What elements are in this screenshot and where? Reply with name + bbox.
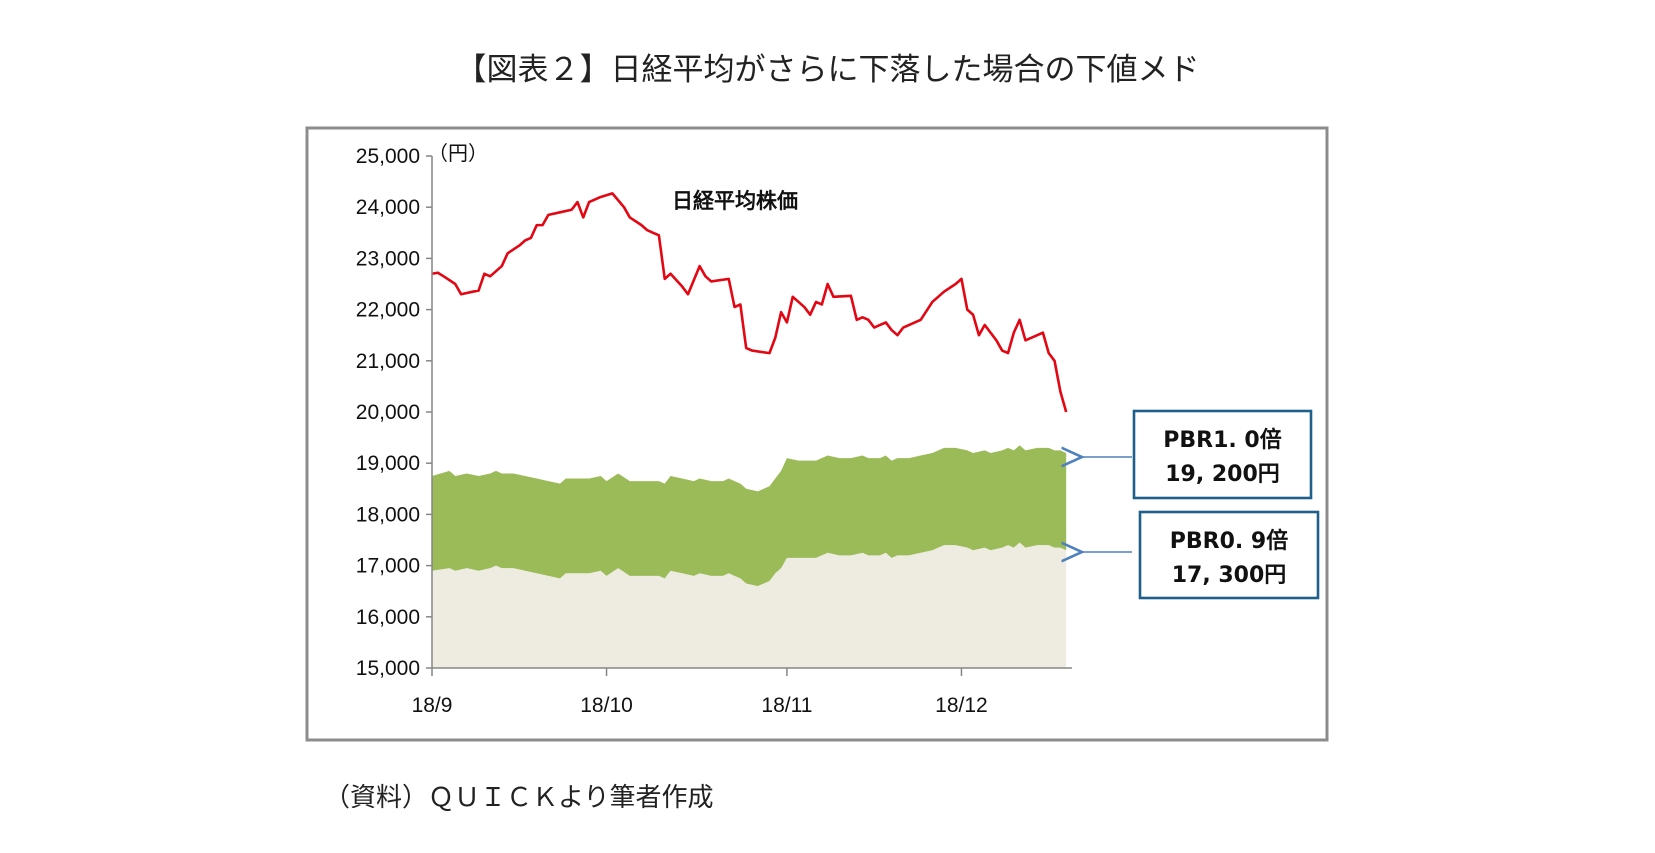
callout-box-pbr-0-9 (1138, 510, 1320, 600)
y-tick-label: 24,000 (356, 196, 420, 219)
series-label-nikkei: 日経平均株価 (672, 189, 798, 213)
x-tick-label: 18/9 (412, 694, 453, 717)
area-below-pbr-0-9 (432, 542, 1067, 668)
y-tick-label: 23,000 (356, 247, 420, 270)
x-tick-label: 18/10 (580, 694, 633, 717)
y-tick-label: 15,000 (356, 657, 420, 680)
callout-box-pbr-1-0 (1132, 409, 1313, 500)
area-pbr-band (432, 445, 1067, 587)
y-tick-label: 18,000 (356, 503, 420, 526)
y-tick-label: 19,000 (356, 452, 420, 475)
source-note: （資料）ＱＵＩＣＫより筆者作成 (324, 783, 714, 813)
callout-label-pbr-0-9: PBR0. 9倍 (1170, 528, 1288, 554)
y-tick-label: 21,000 (356, 350, 420, 373)
y-tick-label: 22,000 (356, 299, 420, 322)
callout-label-pbr-1-0: PBR1. 0倍 (1163, 427, 1281, 453)
y-tick-label: 17,000 (356, 555, 420, 578)
y-tick-label: 25,000 (356, 145, 420, 168)
callout-value-pbr-0-9: 17, 300円 (1172, 563, 1287, 588)
callout-value-pbr-1-0: 19, 200円 (1165, 462, 1280, 487)
line-nikkei-average (431, 192, 1068, 413)
x-tick-label: 18/11 (761, 694, 812, 717)
x-tick-label: 18/12 (935, 694, 988, 717)
y-unit-label: （円） (428, 141, 488, 165)
page-title: 【図表２】日経平均がさらに下落した場合の下値メド (455, 52, 1200, 88)
y-tick-label: 20,000 (356, 401, 420, 424)
y-tick-label: 16,000 (356, 606, 420, 629)
